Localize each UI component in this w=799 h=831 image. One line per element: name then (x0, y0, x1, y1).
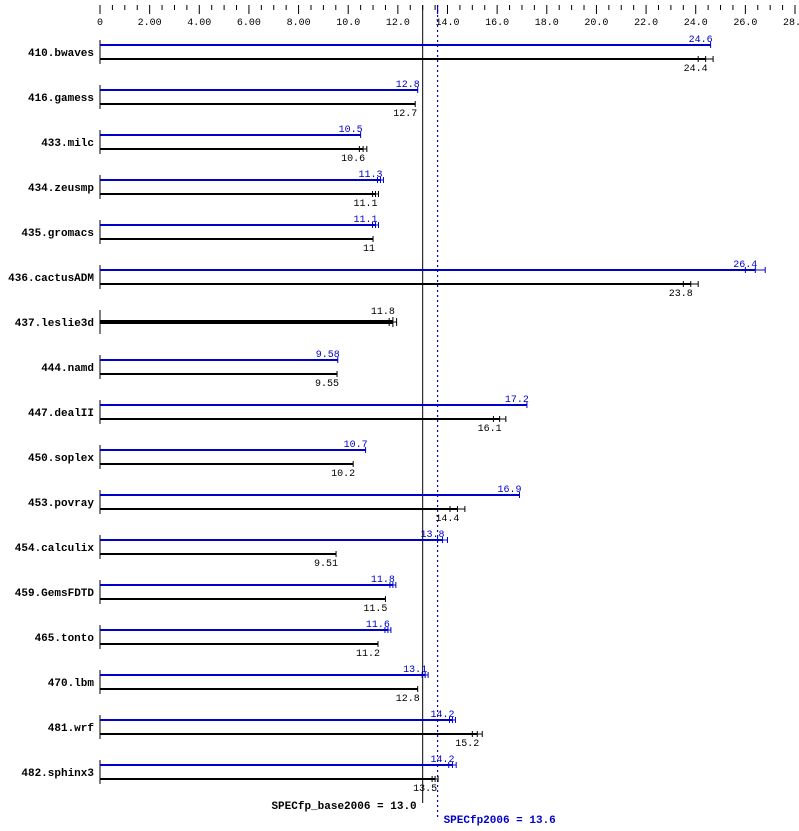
peak-value-label: 14.2 (430, 710, 454, 721)
benchmark-row: 444.namd 9.58 9.55 (41, 350, 340, 390)
base-value-label: 9.55 (315, 379, 339, 390)
benchmark-label: 453.povray (28, 498, 94, 510)
axis-tick-label: 2.00 (138, 18, 162, 29)
axis-tick-label: 12.0 (386, 18, 410, 29)
base-value-label: 12.7 (393, 109, 417, 120)
peak-value-label: 16.9 (497, 485, 521, 496)
base-value-label: 11 (363, 244, 375, 255)
axis-tick-label: 8.00 (287, 18, 311, 29)
peak-value-label: 10.7 (344, 440, 368, 451)
peak-value-label: 26.4 (733, 260, 757, 271)
spec-chart: 0 2.00 4.00 6.00 8.00 10.0 12.0 14.0 16.0 18.0 20.… (0, 0, 799, 831)
base-value-label: 10.2 (331, 469, 355, 480)
benchmark-label: 435.gromacs (21, 228, 94, 240)
benchmark-row: 410.bwaves 24.6 24.4 (28, 35, 713, 75)
peak-value-label: 24.6 (689, 35, 713, 46)
axis-tick-label: 28.0 (783, 18, 799, 29)
benchmark-label: 481.wrf (48, 723, 95, 735)
benchmark-row: 434.zeusmp 11.3 11.1 (28, 170, 383, 210)
benchmark-row: 436.cactusADM 26.4 23.8 (8, 260, 765, 300)
axis-tick-label: 6.00 (237, 18, 261, 29)
score-peak-label: SPECfp2006 = 13.6 (444, 815, 556, 827)
benchmark-label: 436.cactusADM (8, 273, 94, 285)
base-value-label: 14.4 (435, 514, 459, 525)
benchmark-label: 447.dealII (28, 408, 94, 420)
benchmark-row: 470.lbm 13.1 12.8 (48, 665, 428, 705)
axis-tick-label: 22.0 (634, 18, 658, 29)
base-value-label: 13.5 (413, 784, 437, 795)
benchmark-label: 482.sphinx3 (21, 768, 94, 780)
peak-value-label: 10.5 (339, 125, 363, 136)
base-value-label: 11.5 (363, 604, 387, 615)
benchmark-row: 416.gamess 12.8 12.7 (28, 80, 420, 120)
peak-value-label: 13.1 (403, 665, 427, 676)
base-value-label: 10.6 (341, 154, 365, 165)
axis-tick-label: 20.0 (584, 18, 608, 29)
base-value-label: 16.1 (478, 424, 502, 435)
benchmark-label: 437.leslie3d (15, 318, 94, 330)
peak-value-label: 11.8 (371, 575, 395, 586)
benchmark-row: 481.wrf 14.2 15.2 (48, 710, 482, 750)
benchmark-row: 437.leslie3d 11.8 (15, 307, 397, 334)
benchmark-label: 444.namd (41, 363, 94, 375)
axis-tick-label: 0 (97, 18, 103, 29)
benchmark-row: 465.tonto 11.6 11.2 (35, 620, 391, 660)
axis-tick-label: 16.0 (485, 18, 509, 29)
peak-value-label: 9.58 (316, 350, 340, 361)
benchmark-row: 459.GemsFDTD 11.8 11.5 (15, 575, 396, 615)
benchmark-label: 470.lbm (48, 678, 95, 690)
benchmark-label: 433.milc (41, 138, 94, 150)
benchmark-row: 447.dealII 17.2 16.1 (28, 395, 529, 435)
base-value-label: 11.1 (354, 199, 378, 210)
benchmark-rows: 410.bwaves 24.6 24.4 416.gamess 12.8 12.7 433.… (8, 35, 765, 795)
axis-tick-label: 14.0 (435, 18, 459, 29)
benchmark-label: 459.GemsFDTD (15, 588, 95, 600)
base-value-label: 11.2 (356, 649, 380, 660)
peak-value-label: 11.1 (354, 215, 378, 226)
benchmark-label: 454.calculix (15, 543, 95, 555)
benchmark-label: 416.gamess (28, 93, 94, 105)
benchmark-row: 482.sphinx3 14.2 13.5 (21, 755, 456, 795)
peak-value-label: 13.8 (421, 530, 445, 541)
benchmark-label: 410.bwaves (28, 48, 94, 60)
axis-tick-label: 10.0 (336, 18, 360, 29)
benchmark-label: 434.zeusmp (28, 183, 94, 195)
benchmark-row: 433.milc 10.5 10.6 (41, 125, 367, 165)
axis-tick-label: 24.0 (684, 18, 708, 29)
benchmark-label: 450.soplex (28, 453, 94, 465)
peak-value-label: 12.8 (396, 80, 420, 91)
axis-tick-label: 18.0 (535, 18, 559, 29)
base-value-label: 9.51 (314, 559, 338, 570)
peak-value-label: 17.2 (505, 395, 529, 406)
axis-tick-label: 26.0 (733, 18, 757, 29)
axis-tick-label: 4.00 (187, 18, 211, 29)
base-value-label: 23.8 (669, 289, 693, 300)
base-value-label: 24.4 (684, 64, 708, 75)
benchmark-row: 450.soplex 10.7 10.2 (28, 440, 368, 480)
benchmark-row: 454.calculix 13.8 9.51 (15, 530, 448, 570)
benchmark-row: 453.povray 16.9 14.4 (28, 485, 521, 525)
peak-value-label: 11.6 (366, 620, 390, 631)
benchmark-row: 435.gromacs 11.1 11 (21, 215, 378, 255)
value-label: 11.8 (371, 307, 395, 318)
peak-value-label: 14.2 (430, 755, 454, 766)
x-axis: 0 2.00 4.00 6.00 8.00 10.0 12.0 14.0 16.0 18.0 20.… (97, 5, 799, 29)
peak-value-label: 11.3 (358, 170, 382, 181)
score-base-label: SPECfp_base2006 = 13.0 (271, 801, 416, 813)
base-value-label: 12.8 (396, 694, 420, 705)
base-value-label: 15.2 (455, 739, 479, 750)
benchmark-label: 465.tonto (35, 633, 95, 645)
